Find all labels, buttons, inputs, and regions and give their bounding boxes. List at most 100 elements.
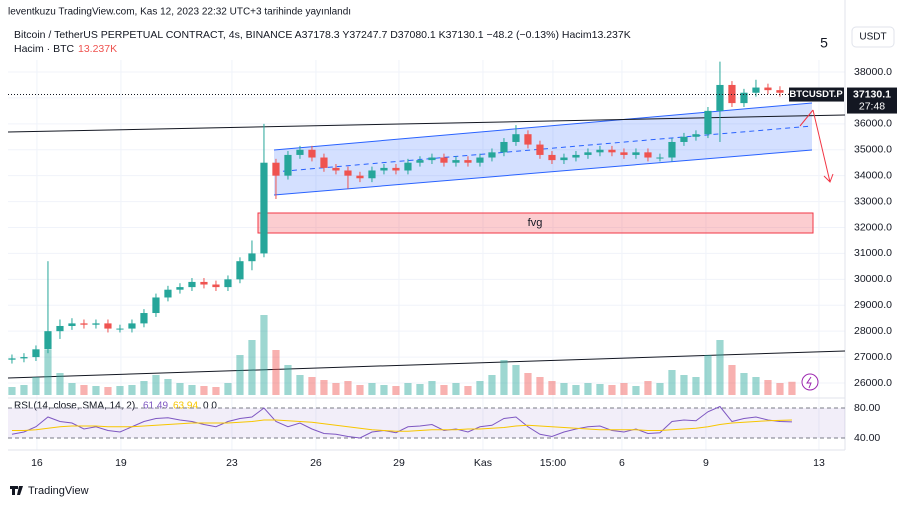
candle-body [368,170,376,179]
volume-bar [260,315,268,395]
volume-bar [104,387,112,395]
x-tick-label: 19 [115,457,127,469]
volume-bar [464,386,472,395]
candle-body [632,152,640,155]
candle-body [560,157,568,161]
rsi-tick-label: 40.00 [854,432,880,444]
volume-bar [704,355,712,395]
volume-bar [392,386,400,395]
candle-body [572,154,580,158]
candle-body [704,110,712,135]
volume-bar [380,385,388,395]
volume-bar [512,365,520,395]
volume-bar [284,365,292,395]
volume-bar [788,381,796,395]
candle-body [356,175,364,179]
candle-body [476,157,484,163]
volume-bar [308,377,316,395]
candle-body [128,323,136,329]
volume-bar [404,383,412,395]
y-tick-label: 29000.0 [854,299,892,311]
volume-bar [728,365,736,395]
candle-body [776,90,784,93]
candle-body [224,279,232,288]
symbol-label: BTCUSDT.P [789,89,843,100]
arrow [799,109,834,183]
x-tick-label: Kas [474,457,492,469]
candle-body [644,152,652,158]
candle-body [380,167,388,171]
volume-bar [224,383,232,395]
icon[interactable] [801,373,819,391]
x-tick-label: 6 [619,457,625,469]
candle-body [344,170,352,176]
y-tick-label: 36000.0 [854,118,892,130]
y-tick-label: 34000.0 [854,169,892,181]
volume-bar [632,386,640,395]
y-tick-label: 28000.0 [854,325,892,337]
candle-body [20,357,28,359]
y-tick-label: 30000.0 [854,273,892,285]
candle-body [524,134,532,145]
currency[interactable]: USDT [859,32,886,43]
logo [10,486,23,495]
volume-bar [764,380,772,395]
candle-body [56,325,64,332]
volume-bar [752,377,760,395]
volume-bar [176,383,184,395]
fvg-label: fvg [528,217,543,229]
candle-body [164,289,172,298]
price-tag [847,87,897,114]
candle-body [488,152,496,158]
volume-bar [140,381,148,395]
y-tick-label: 35000.0 [854,144,892,156]
volume-bar [476,381,484,395]
volume-bar [692,377,700,395]
volume-bar [248,340,256,395]
candle-body [116,328,124,330]
candle-body [200,281,208,285]
volume-bar [80,385,88,395]
candle-body [608,149,616,153]
candle-body [80,323,88,325]
currency-button[interactable] [851,26,895,48]
candle-body [596,149,604,153]
volume-bar [332,383,340,395]
volume-bar [128,385,136,395]
volume-bar [620,383,628,395]
volume-bar [116,386,124,395]
volume-bar [344,381,352,395]
volume-bar [716,340,724,395]
volume-bar [368,383,376,395]
volume-bar [608,385,616,395]
volume-bar [680,375,688,395]
candle-body [752,87,760,93]
rsi-line [11,419,792,432]
rsi-label: RSI (14, close, SMA, 14, 2) [14,401,135,412]
candle-body [512,134,520,142]
y-tick-label: 27000.0 [854,351,892,363]
candle-body [260,162,268,254]
candle-body [92,323,100,325]
candle-body [332,167,340,171]
candle-body [428,157,436,161]
candle-body [548,154,556,161]
candle-body [716,84,724,111]
volume-bar [500,360,508,395]
candle-body [248,253,256,262]
volume-bar [200,386,208,395]
icon-bolt [806,376,812,389]
channel-lower [273,149,813,196]
volume-bar [548,381,556,395]
volume-bar [416,384,424,395]
candle-body [152,297,160,314]
candle-body [392,167,400,171]
candle-body [620,152,628,155]
candle-body [668,141,676,158]
candle-body [284,154,292,176]
y-tick-label: 32000.0 [854,221,892,233]
candle-body [68,323,76,326]
candle-body [8,358,16,360]
candle-body [656,157,664,159]
volume-label: Hacim · BTC [14,43,75,55]
